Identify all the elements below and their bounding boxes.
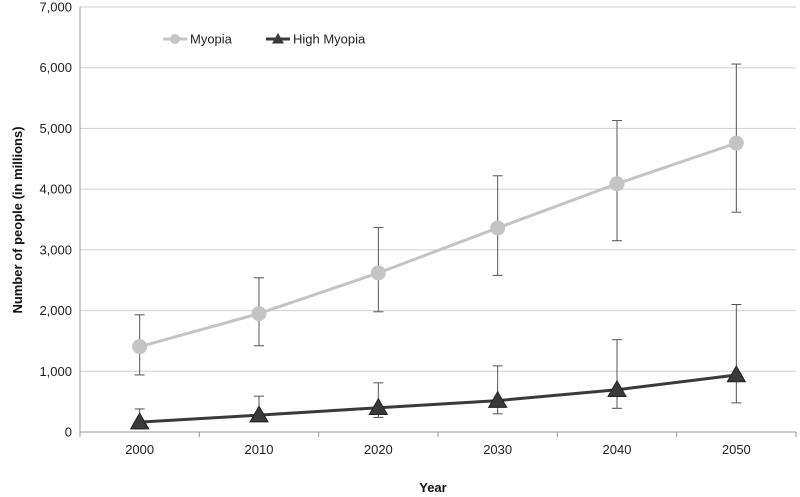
y-tick-label: 1,000 <box>39 364 72 379</box>
y-tick-label: 0 <box>65 425 72 440</box>
x-tick-label: 2000 <box>125 442 154 457</box>
x-tick-label: 2020 <box>364 442 393 457</box>
data-point <box>249 405 269 423</box>
data-point <box>490 220 506 236</box>
y-axis: 0 1,000 2,000 3,000 4,000 5,000 6,000 7,000 <box>39 0 81 440</box>
x-tick-label: 2040 <box>603 442 632 457</box>
data-point <box>132 339 148 355</box>
data-point <box>129 412 150 430</box>
legend: Myopia High Myopia <box>163 32 366 47</box>
x-axis-title: Year <box>419 480 446 495</box>
legend-label: Myopia <box>190 32 233 47</box>
data-point <box>726 365 747 383</box>
legend-item: Myopia <box>163 32 233 47</box>
gridlines <box>80 6 796 433</box>
legend-item: High Myopia <box>266 32 366 47</box>
plot-area <box>129 63 747 430</box>
x-axis: 2000 2010 2020 2030 2040 2050 <box>79 431 797 457</box>
x-tick-label: 2030 <box>483 442 512 457</box>
legend-label: High Myopia <box>293 32 366 47</box>
data-point <box>728 135 744 151</box>
y-tick-label: 6,000 <box>39 60 72 75</box>
series-1 <box>129 304 747 430</box>
data-point <box>370 265 386 281</box>
series-line <box>139 141 737 349</box>
series-0 <box>132 63 744 376</box>
y-tick-label: 4,000 <box>39 182 72 197</box>
data-point <box>251 306 267 322</box>
data-point <box>487 390 508 408</box>
y-tick-label: 2,000 <box>39 303 72 318</box>
y-tick-label: 7,000 <box>39 0 72 15</box>
data-point <box>607 379 627 397</box>
legend-marker <box>170 34 180 44</box>
series-line <box>139 373 737 424</box>
y-tick-label: 5,000 <box>39 121 72 136</box>
x-tick-label: 2050 <box>722 442 751 457</box>
legend-marker <box>272 33 284 44</box>
data-point <box>609 176 625 192</box>
data-point <box>368 397 389 416</box>
y-tick-label: 3,000 <box>39 242 72 257</box>
y-axis-title: Number of people (in millions) <box>10 126 25 313</box>
x-tick-label: 2010 <box>245 442 274 457</box>
